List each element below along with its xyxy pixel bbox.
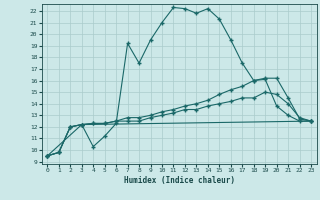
X-axis label: Humidex (Indice chaleur): Humidex (Indice chaleur) [124,176,235,185]
